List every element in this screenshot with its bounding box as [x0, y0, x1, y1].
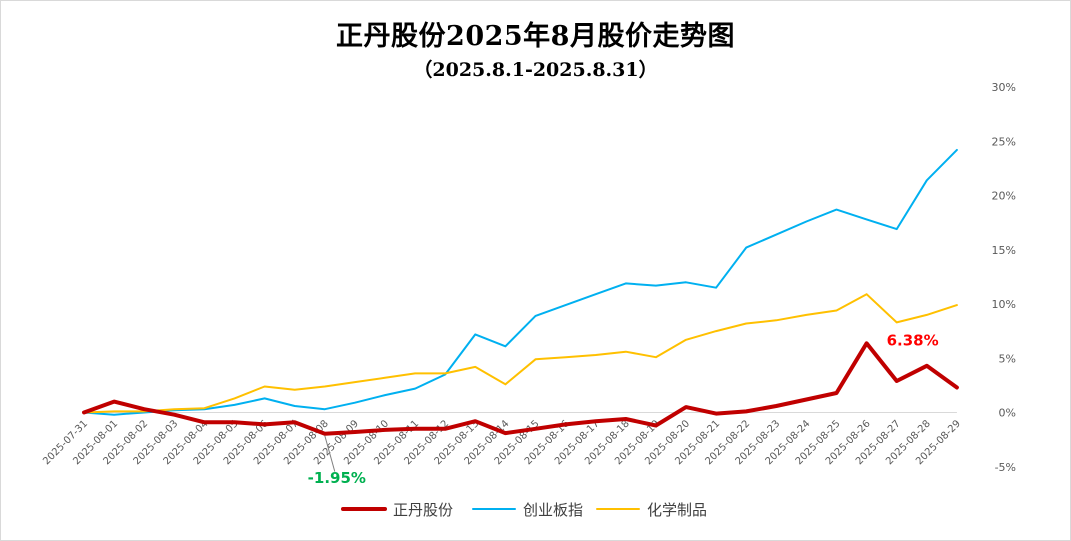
y-tick-label: 5% — [999, 352, 1016, 365]
y-tick-label: -5% — [995, 461, 1016, 474]
legend-label-0: 正丹股份 — [393, 501, 453, 519]
y-tick-label: 0% — [999, 407, 1016, 420]
y-tick-label: 20% — [992, 190, 1016, 203]
y-tick-label: 15% — [992, 244, 1016, 257]
series-line-0 — [82, 341, 959, 436]
legend-label-1: 创业板指 — [523, 501, 583, 519]
annotation-min-label: -1.95% — [308, 469, 366, 487]
annotation-leader-line — [324, 435, 336, 472]
annotation-max-label: 6.38% — [887, 331, 939, 349]
y-tick-label: 10% — [992, 298, 1016, 311]
series-line-2 — [83, 293, 958, 414]
legend-label-2: 化学制品 — [647, 501, 707, 519]
y-tick-label: 25% — [992, 135, 1016, 148]
chart-subtitle: （2025.8.1-2025.8.31） — [413, 59, 658, 81]
y-tick-label: 30% — [992, 81, 1016, 94]
series-line-1 — [83, 148, 958, 416]
chart-title: 正丹股份2025年8月股价走势图 — [336, 21, 735, 52]
